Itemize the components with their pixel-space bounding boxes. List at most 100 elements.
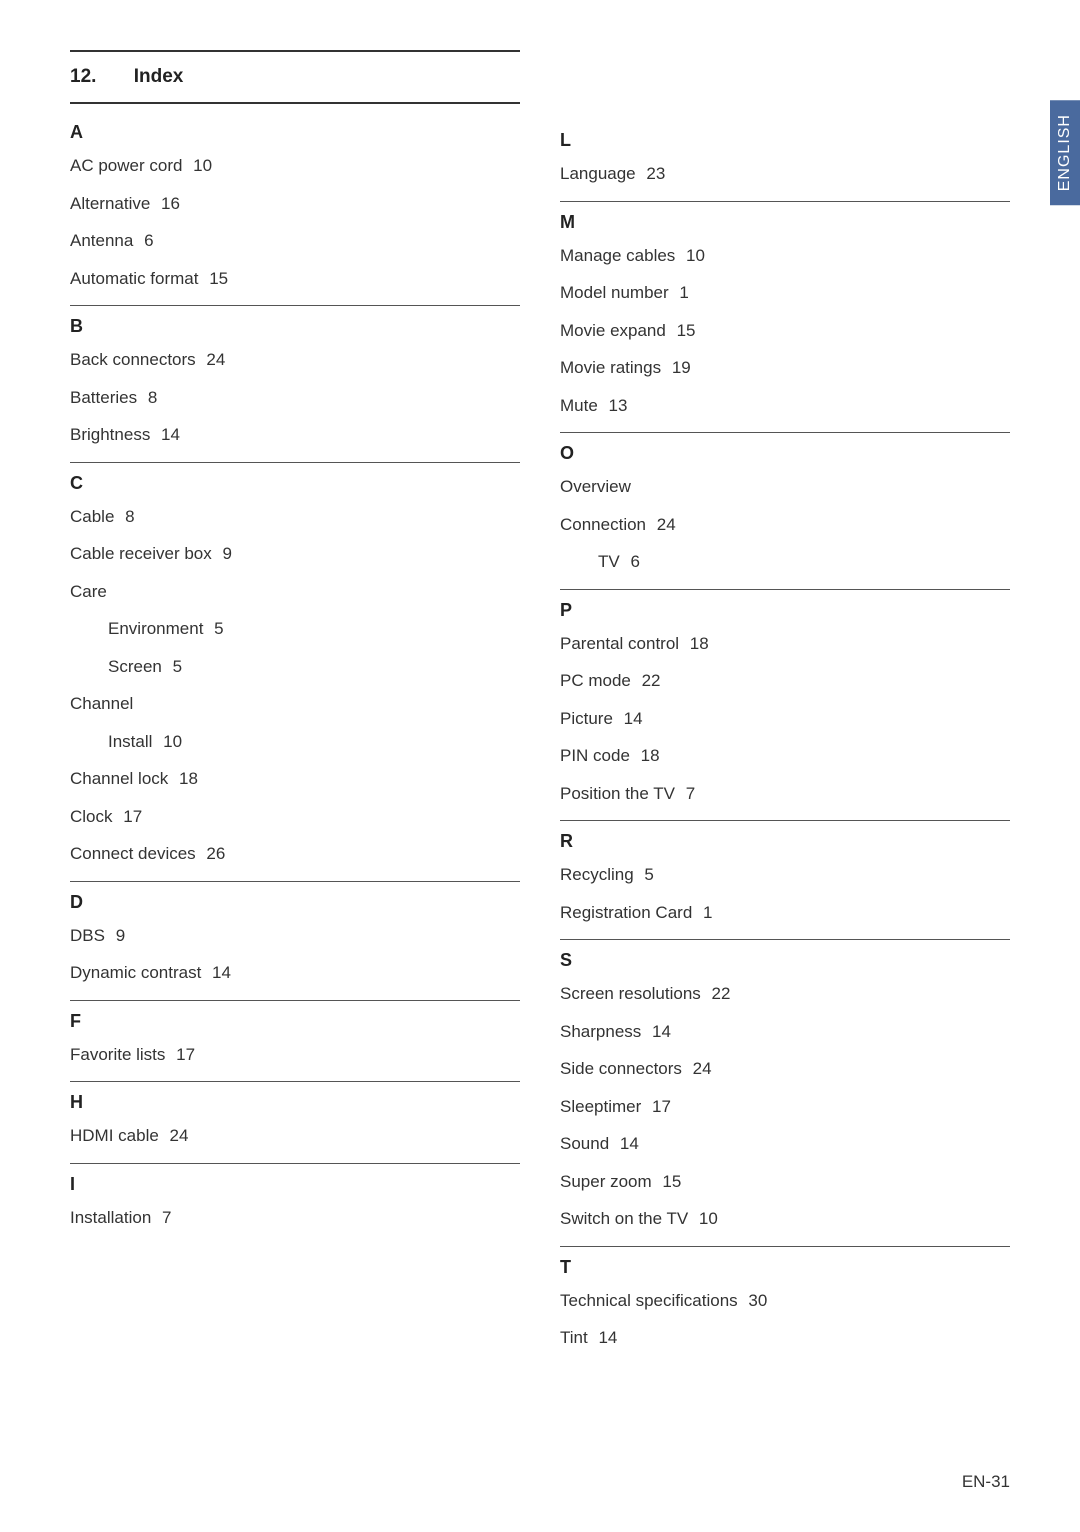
entry-term: Position the TV — [560, 784, 675, 803]
letter-heading: B — [70, 316, 520, 337]
index-entry: Movie ratings 19 — [560, 355, 1010, 381]
index-entry: Sharpness 14 — [560, 1019, 1010, 1045]
index-entry: Manage cables 10 — [560, 243, 1010, 269]
entry-term: Install — [108, 732, 152, 751]
entry-page: 15 — [205, 269, 229, 288]
entry-page: 10 — [681, 246, 705, 265]
entry-page: 14 — [615, 1134, 639, 1153]
entry-page: 8 — [120, 507, 134, 526]
index-entry: Super zoom 15 — [560, 1169, 1010, 1195]
letter-heading: R — [560, 831, 1010, 852]
letter-heading: A — [70, 122, 520, 143]
entry-page: 16 — [156, 194, 180, 213]
entry-page: 10 — [158, 732, 182, 751]
index-entry: Install 10 — [70, 729, 520, 755]
right-column-body: LLanguage 23 M Manage cables 10 Model numbe… — [560, 130, 1010, 1351]
letter-group: CCable 8Cable receiver box 9CareEnvironm… — [70, 462, 520, 867]
letter-group: AAC power cord 10Alternative 16Antenna 6… — [70, 122, 520, 291]
index-entry: Batteries 8 — [70, 385, 520, 411]
index-content: 12. Index AAC power cord 10Alternative 1… — [70, 50, 1010, 1363]
entry-term: Connect devices — [70, 844, 196, 863]
entry-term: Favorite lists — [70, 1045, 165, 1064]
letter-heading: M — [560, 212, 1010, 233]
entry-page: 24 — [688, 1059, 712, 1078]
entry-page: 19 — [667, 358, 691, 377]
entry-page: 5 — [168, 657, 182, 676]
entry-term: Channel — [70, 694, 133, 713]
entry-term: Language — [560, 164, 636, 183]
entry-page: 13 — [604, 396, 628, 415]
entry-term: HDMI cable — [70, 1126, 159, 1145]
entry-term: Sharpness — [560, 1022, 641, 1041]
entry-page: 9 — [218, 544, 232, 563]
letter-group: LLanguage 23 — [560, 130, 1010, 187]
entry-term: Picture — [560, 709, 613, 728]
index-entry: Sleeptimer 17 — [560, 1094, 1010, 1120]
entry-page: 18 — [685, 634, 709, 653]
index-entry: Overview — [560, 474, 1010, 500]
entry-term: Environment — [108, 619, 203, 638]
entry-page: 14 — [647, 1022, 671, 1041]
index-entry: PIN code 18 — [560, 743, 1010, 769]
index-entry: Tint 14 — [560, 1325, 1010, 1351]
entry-page: 1 — [698, 903, 712, 922]
index-entry: Movie expand 15 — [560, 318, 1010, 344]
entry-page: 18 — [174, 769, 198, 788]
entry-term: Back connectors — [70, 350, 196, 369]
index-entry: Cable receiver box 9 — [70, 541, 520, 567]
entry-term: Screen resolutions — [560, 984, 701, 1003]
index-entry: Channel — [70, 691, 520, 717]
letter-group: IInstallation 7 — [70, 1163, 520, 1231]
entry-page: 7 — [681, 784, 695, 803]
letter-group: HHDMI cable 24 — [70, 1081, 520, 1149]
entry-page: 6 — [626, 552, 640, 571]
entry-term: Recycling — [560, 865, 634, 884]
entry-page: 15 — [658, 1172, 682, 1191]
entry-term: Antenna — [70, 231, 133, 250]
entry-term: Parental control — [560, 634, 679, 653]
entry-term: Overview — [560, 477, 631, 496]
index-entry: Brightness 14 — [70, 422, 520, 448]
index-entry: Clock 17 — [70, 804, 520, 830]
entry-term: Screen — [108, 657, 162, 676]
entry-page: 22 — [637, 671, 661, 690]
index-entry: Environment 5 — [70, 616, 520, 642]
entry-term: Brightness — [70, 425, 150, 444]
entry-term: PIN code — [560, 746, 630, 765]
chapter-number: 12. — [70, 66, 96, 87]
index-entry: Language 23 — [560, 161, 1010, 187]
entry-page: 17 — [119, 807, 143, 826]
entry-term: Clock — [70, 807, 113, 826]
index-entry: TV 6 — [560, 549, 1010, 575]
index-entry: Alternative 16 — [70, 191, 520, 217]
chapter-title: Index — [134, 66, 184, 87]
left-column: 12. Index AAC power cord 10Alternative 1… — [70, 50, 520, 1363]
index-entry: Picture 14 — [560, 706, 1010, 732]
index-entry: Connect devices 26 — [70, 841, 520, 867]
entry-term: Connection — [560, 515, 646, 534]
index-entry: DBS 9 — [70, 923, 520, 949]
index-entry: Cable 8 — [70, 504, 520, 530]
entry-page: 5 — [209, 619, 223, 638]
index-entry: Sound 14 — [560, 1131, 1010, 1157]
entry-term: Sound — [560, 1134, 609, 1153]
entry-page: 24 — [652, 515, 676, 534]
entry-term: Model number — [560, 283, 669, 302]
right-column-spacer — [560, 50, 1010, 130]
entry-page: 14 — [619, 709, 643, 728]
index-entry: HDMI cable 24 — [70, 1123, 520, 1149]
index-entry: Favorite lists 17 — [70, 1042, 520, 1068]
index-entry: PC mode 22 — [560, 668, 1010, 694]
index-entry: Dynamic contrast 14 — [70, 960, 520, 986]
entry-term: Batteries — [70, 388, 137, 407]
entry-term: Switch on the TV — [560, 1209, 688, 1228]
letter-heading: F — [70, 1011, 520, 1032]
entry-page: 10 — [188, 156, 212, 175]
entry-page: 9 — [111, 926, 125, 945]
index-entry: Switch on the TV 10 — [560, 1206, 1010, 1232]
page-container: 12. Index AAC power cord 10Alternative 1… — [0, 0, 1080, 1403]
entry-page: 8 — [143, 388, 157, 407]
page-footer: EN-31 — [962, 1472, 1010, 1492]
entry-page: 17 — [647, 1097, 671, 1116]
entry-page: 24 — [202, 350, 226, 369]
